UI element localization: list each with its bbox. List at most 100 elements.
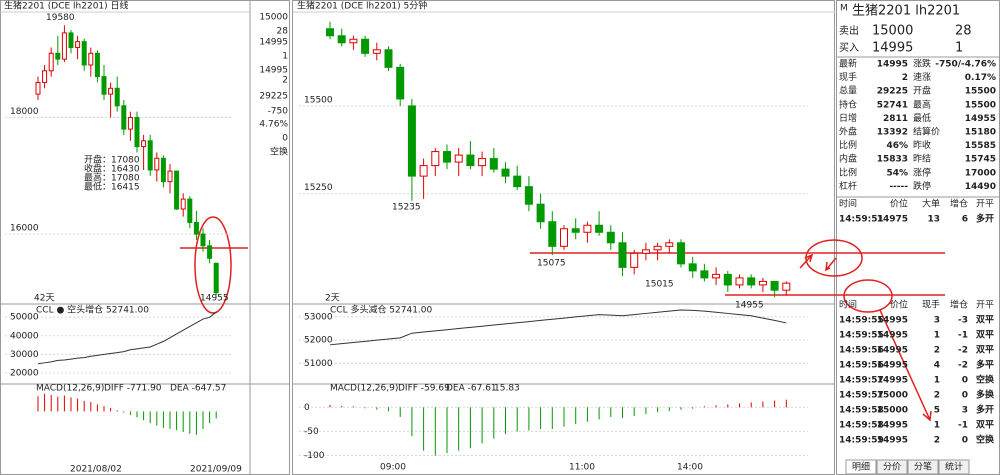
tab[interactable]: [845, 459, 877, 475]
y-tick-label: 52000: [304, 336, 333, 346]
row-value: 13392: [877, 128, 908, 138]
row-label: 昨结: [913, 153, 931, 165]
tab[interactable]: [876, 459, 908, 475]
row-value: 14955: [965, 114, 996, 124]
quote-volume: 1: [955, 41, 963, 56]
candle-body: [127, 116, 133, 130]
tab-label: 明细: [852, 461, 870, 473]
oi-title: CCL 多头减仓 52741.00: [330, 304, 433, 316]
row-label: 比例: [839, 139, 857, 151]
table-cell: 14:59:57: [839, 391, 884, 401]
y-tick-label: 0: [304, 403, 310, 413]
y-tick-label: 15250: [304, 183, 333, 193]
annotations: [180, 216, 945, 422]
quote-price: 14995: [872, 41, 913, 56]
table-cell: 15000: [877, 406, 908, 416]
table-header: 价位: [890, 198, 908, 210]
candle-body: [466, 154, 475, 167]
table-header: 价位: [890, 299, 908, 311]
price-label: 15235: [392, 202, 421, 212]
table-cell: 3: [934, 316, 940, 326]
candle-body: [524, 186, 533, 205]
days-label: 2天: [325, 294, 340, 304]
candle-body: [207, 245, 213, 259]
table-header: 开平: [976, 300, 994, 311]
table-cell: 14995: [877, 316, 908, 326]
tab-label: 统计: [945, 461, 963, 473]
table-cell: -1: [958, 331, 968, 341]
tab[interactable]: [938, 459, 970, 475]
time-label: 09:00: [380, 463, 406, 473]
candle-body: [75, 41, 81, 48]
table-header: 时间: [839, 198, 857, 210]
row-value: -----: [889, 182, 908, 192]
side-value: 14995: [259, 38, 288, 48]
candle-body: [583, 224, 592, 233]
annotation-arrow: [799, 253, 932, 422]
candle-body: [81, 41, 87, 66]
quote-price: 15000: [872, 24, 913, 39]
table-cell: -1: [958, 421, 968, 431]
tab[interactable]: [907, 459, 939, 475]
candle-body: [174, 170, 180, 210]
macd-value: 15.83: [494, 384, 520, 394]
row-label: 开盘: [913, 85, 931, 97]
candle-body: [213, 262, 219, 294]
row-value: 52741: [877, 100, 908, 110]
quote-volume: 28: [955, 24, 972, 39]
row-label: 涨停: [913, 166, 931, 178]
candle-body: [677, 242, 685, 265]
candle-body: [501, 168, 510, 177]
candle-body: [595, 224, 604, 233]
table-cell: 6: [962, 215, 968, 225]
y-tick-label: 50000: [10, 313, 39, 323]
row-value: 2811: [883, 114, 908, 124]
row-value: 54%: [886, 168, 908, 178]
annotation-circle: [194, 216, 232, 314]
table-cell: 13: [927, 215, 940, 225]
candle-body: [200, 233, 206, 247]
tabs: 明细 分价 分笔 统计: [845, 459, 970, 475]
row-value: 15833: [877, 155, 908, 165]
y-tick-label: 16000: [10, 224, 39, 234]
table-header: 大单: [922, 198, 940, 210]
table-cell: 14995: [877, 361, 908, 371]
row-label: 最高: [913, 98, 931, 110]
candle-body: [571, 228, 580, 233]
candle-body: [454, 154, 463, 163]
macd-title: MACD(12,26,9): [330, 384, 398, 394]
candle-body: [606, 231, 615, 244]
candle-body: [108, 87, 114, 95]
candle-body: [193, 221, 199, 235]
table-cell: 多开: [976, 213, 994, 225]
row-label: 内盘: [839, 153, 857, 165]
quote-title: 生猪2201 lh2201: [852, 4, 960, 19]
candle-body: [665, 242, 674, 247]
quote-panel: [836, 0, 1000, 475]
table-cell: 双平: [976, 345, 994, 356]
candle-body: [723, 273, 732, 286]
oi-title: CCL ● 空头增仓 52741.00: [36, 304, 149, 316]
row-label: 结算价: [913, 126, 940, 138]
table-cell: 14975: [877, 215, 908, 225]
table-cell: -2: [958, 346, 968, 356]
table-cell: 14995: [877, 376, 908, 386]
date-label: 2021/08/02: [70, 465, 122, 475]
side-value: 29225: [259, 92, 288, 102]
candle-body: [782, 282, 791, 291]
table-cell: 2: [934, 391, 940, 401]
row-label: 杠杆: [839, 180, 857, 192]
candle-body: [747, 277, 756, 286]
candle-body: [653, 245, 662, 251]
table-header: 增仓: [950, 198, 968, 210]
table-cell: 双平: [976, 330, 994, 341]
candle-body: [384, 49, 393, 68]
table-cell: 2: [934, 436, 940, 446]
marker: M: [840, 4, 848, 14]
row-value: 2: [902, 73, 908, 83]
candle-body: [134, 116, 140, 148]
side-value: -750: [268, 107, 289, 117]
table-cell: -3: [958, 316, 968, 326]
table-cell: 4: [934, 361, 940, 371]
candle-body: [147, 140, 153, 171]
